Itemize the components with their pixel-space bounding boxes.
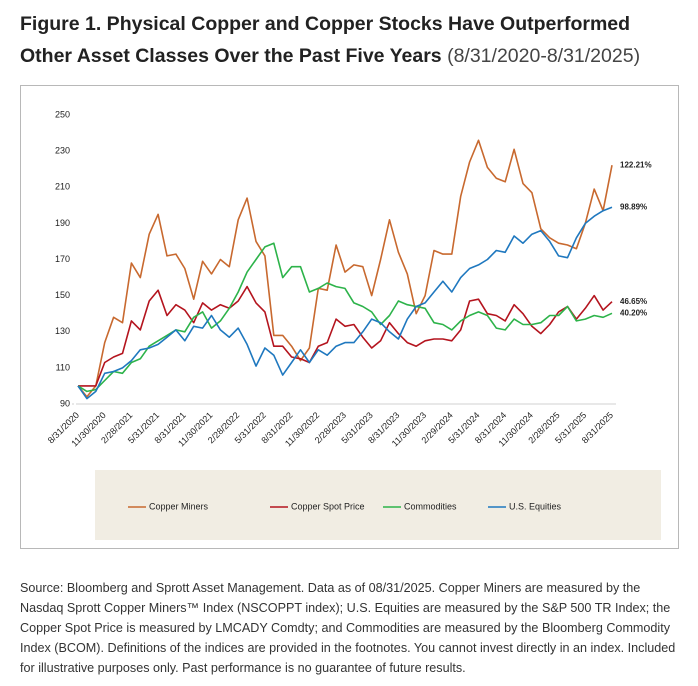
legend-label: U.S. Equities <box>509 501 562 511</box>
y-tick-label: 150 <box>55 290 70 300</box>
end-label: 46.65% <box>620 297 647 306</box>
legend-box <box>95 470 661 540</box>
end-label: 40.20% <box>620 308 647 317</box>
y-tick-label: 110 <box>56 362 70 372</box>
chart-subtitle: (8/31/2020-8/31/2025) <box>447 45 641 67</box>
legend-label: Commodities <box>404 501 457 511</box>
y-tick-label: 130 <box>55 326 70 336</box>
chart-title: Figure 1. Physical Copper and Copper Sto… <box>20 13 631 67</box>
legend-label: Copper Spot Price <box>291 501 365 511</box>
y-tick-label: 90 <box>60 398 70 408</box>
series-line <box>78 285 613 387</box>
y-tick-label: 190 <box>55 218 70 228</box>
series-line <box>77 139 613 398</box>
y-tick-label: 230 <box>55 146 70 156</box>
y-tick-label: 250 <box>55 109 70 119</box>
chart-frame <box>20 85 679 549</box>
series-line <box>77 206 613 400</box>
legend-label: Copper Miners <box>149 501 209 511</box>
title-block: Figure 1. Physical Copper and Copper Sto… <box>20 8 685 72</box>
series-line <box>77 242 613 393</box>
footnote: Source: Bloomberg and Sprott Asset Manag… <box>20 581 676 675</box>
y-tick-label: 170 <box>55 254 70 264</box>
y-tick-label: 210 <box>55 182 70 192</box>
end-label: 122.21% <box>620 160 652 169</box>
end-label: 98.89% <box>620 202 647 211</box>
